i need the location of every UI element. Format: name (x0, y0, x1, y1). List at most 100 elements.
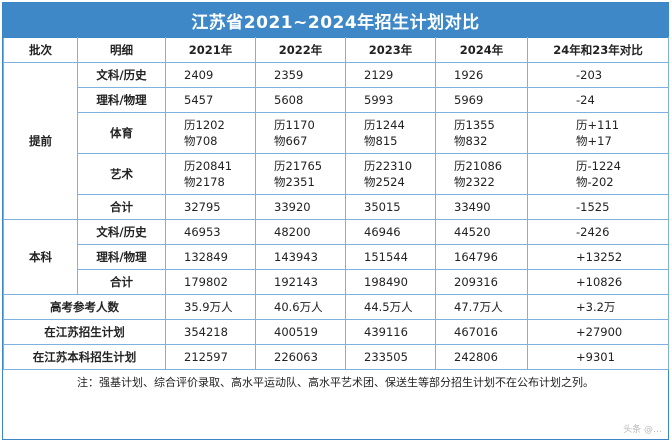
header-detail: 明细 (77, 37, 166, 63)
value-cell: 40.6万人 (255, 294, 346, 320)
value-cell: 192143 (255, 269, 346, 295)
value-physics: 物2524 (364, 175, 405, 189)
table-row: 提前 文科/历史 2409 2359 2129 1926 -203 (3, 62, 669, 220)
value-history: 历1170 (274, 118, 315, 132)
value-cell: 44.5万人 (345, 294, 436, 320)
detail-cell: 艺术 (77, 153, 166, 195)
value-cell: 198490 (345, 269, 436, 295)
value-cell: 467016 (435, 319, 528, 345)
table-row: 本科 文科/历史 46953 48200 46946 44520 -2426 (3, 219, 669, 295)
diff-cell: 历-1224 物-202 (527, 153, 669, 195)
header-2021: 2021年 (165, 37, 256, 63)
batch-early: 提前 (3, 62, 78, 220)
value-cell: 164796 (435, 244, 528, 270)
value-cell: 2409 (165, 62, 256, 88)
table-row: 在江苏招生计划 354218 400519 439116 467016 +279… (3, 319, 669, 345)
value-cell: 35.9万人 (165, 294, 256, 320)
value-cell: 400519 (255, 319, 346, 345)
table-row: 理科/物理 5457 5608 5993 5969 -24 (4, 87, 669, 113)
detail-cell: 合计 (77, 194, 166, 220)
value-cell: 历21086 物2322 (435, 153, 528, 195)
diff-cell: +13252 (527, 244, 669, 270)
value-cell: 历1202 物708 (165, 112, 256, 154)
value-history: 历1202 (184, 118, 225, 132)
header-2024: 2024年 (435, 37, 528, 63)
value-physics: 物667 (274, 134, 308, 148)
diff-cell: 历+111 物+17 (527, 112, 669, 154)
value-physics: 物2351 (274, 175, 315, 189)
row-label: 高考参考人数 (3, 294, 166, 320)
value-cell: 5608 (255, 87, 346, 113)
diff-cell: +27900 (527, 319, 669, 345)
value-physics: 物815 (364, 134, 398, 148)
header-2023: 2023年 (345, 37, 436, 63)
value-physics: 物2322 (454, 175, 495, 189)
value-cell: 2129 (345, 62, 436, 88)
detail-cell: 合计 (77, 269, 166, 295)
value-cell: 历1355 物832 (435, 112, 528, 154)
value-cell: 354218 (165, 319, 256, 345)
value-cell: 33920 (255, 194, 346, 220)
plan-table: 批次 明细 2021年 2022年 2023年 2024年 24年和23年对比 … (3, 37, 669, 370)
table-title: 江苏省2021~2024年招生计划对比 (3, 3, 668, 37)
value-cell: 历20841 物2178 (165, 153, 256, 195)
diff-cell: +9301 (527, 344, 669, 370)
row-label: 在江苏本科招生计划 (3, 344, 166, 370)
detail-cell: 文科/历史 (77, 219, 166, 245)
value-cell: 212597 (165, 344, 256, 370)
value-cell: 46953 (165, 219, 256, 245)
value-history: 历20841 (184, 159, 233, 173)
diff-cell: -2426 (527, 219, 669, 245)
diff-physics: 物-202 (576, 175, 614, 189)
diff-physics: 物+17 (576, 134, 612, 148)
value-cell: 1926 (435, 62, 528, 88)
value-cell: 233505 (345, 344, 436, 370)
diff-history: 历-1224 (576, 159, 621, 173)
header-row: 批次 明细 2021年 2022年 2023年 2024年 24年和23年对比 (3, 37, 669, 63)
value-cell: 5457 (165, 87, 256, 113)
diff-cell: +10826 (527, 269, 669, 295)
header-2022: 2022年 (255, 37, 346, 63)
value-history: 历22310 (364, 159, 413, 173)
value-history: 历21086 (454, 159, 503, 173)
table-row: 合计 32795 33920 35015 33490 -1525 (4, 194, 669, 220)
diff-cell: -1525 (527, 194, 669, 220)
value-cell: 47.7万人 (435, 294, 528, 320)
detail-cell: 理科/物理 (77, 87, 166, 113)
value-cell: 32795 (165, 194, 256, 220)
diff-cell: -24 (527, 87, 669, 113)
value-cell: 132849 (165, 244, 256, 270)
detail-cell: 体育 (77, 112, 166, 154)
value-cell: 209316 (435, 269, 528, 295)
table-row: 在江苏本科招生计划 212597 226063 233505 242806 +9… (3, 344, 669, 370)
value-physics: 物2178 (184, 175, 225, 189)
value-cell: 44520 (435, 219, 528, 245)
table-row: 体育 历1202 物708 历1170 物667 历1244 物815 历1355 物8… (4, 112, 669, 154)
value-history: 历1244 (364, 118, 405, 132)
detail-cell: 理科/物理 (77, 244, 166, 270)
value-cell: 33490 (435, 194, 528, 220)
value-cell: 35015 (345, 194, 436, 220)
table-row: 理科/物理 132849 143943 151544 164796 +13252 (4, 244, 669, 270)
value-cell: 439116 (345, 319, 436, 345)
table-row: 艺术 历20841 物2178 历21765 物2351 历22310 物2524 历… (4, 153, 669, 195)
value-physics: 物832 (454, 134, 488, 148)
value-cell: 5969 (435, 87, 528, 113)
watermark: 头条 @… (623, 425, 662, 435)
diff-cell: +3.2万 (527, 294, 669, 320)
table-row: 高考参考人数 35.9万人 40.6万人 44.5万人 47.7万人 +3.2万 (3, 294, 669, 320)
value-cell: 179802 (165, 269, 256, 295)
value-cell: 历21765 物2351 (255, 153, 346, 195)
value-history: 历1355 (454, 118, 495, 132)
value-cell: 226063 (255, 344, 346, 370)
diff-cell: -203 (527, 62, 669, 88)
row-label: 在江苏招生计划 (3, 319, 166, 345)
table-row: 合计 179802 192143 198490 209316 +10826 (4, 269, 669, 295)
value-cell: 历22310 物2524 (345, 153, 436, 195)
batch-regular: 本科 (3, 219, 78, 295)
value-cell: 5993 (345, 87, 436, 113)
value-physics: 物708 (184, 134, 218, 148)
value-cell: 151544 (345, 244, 436, 270)
header-batch: 批次 (3, 37, 78, 63)
